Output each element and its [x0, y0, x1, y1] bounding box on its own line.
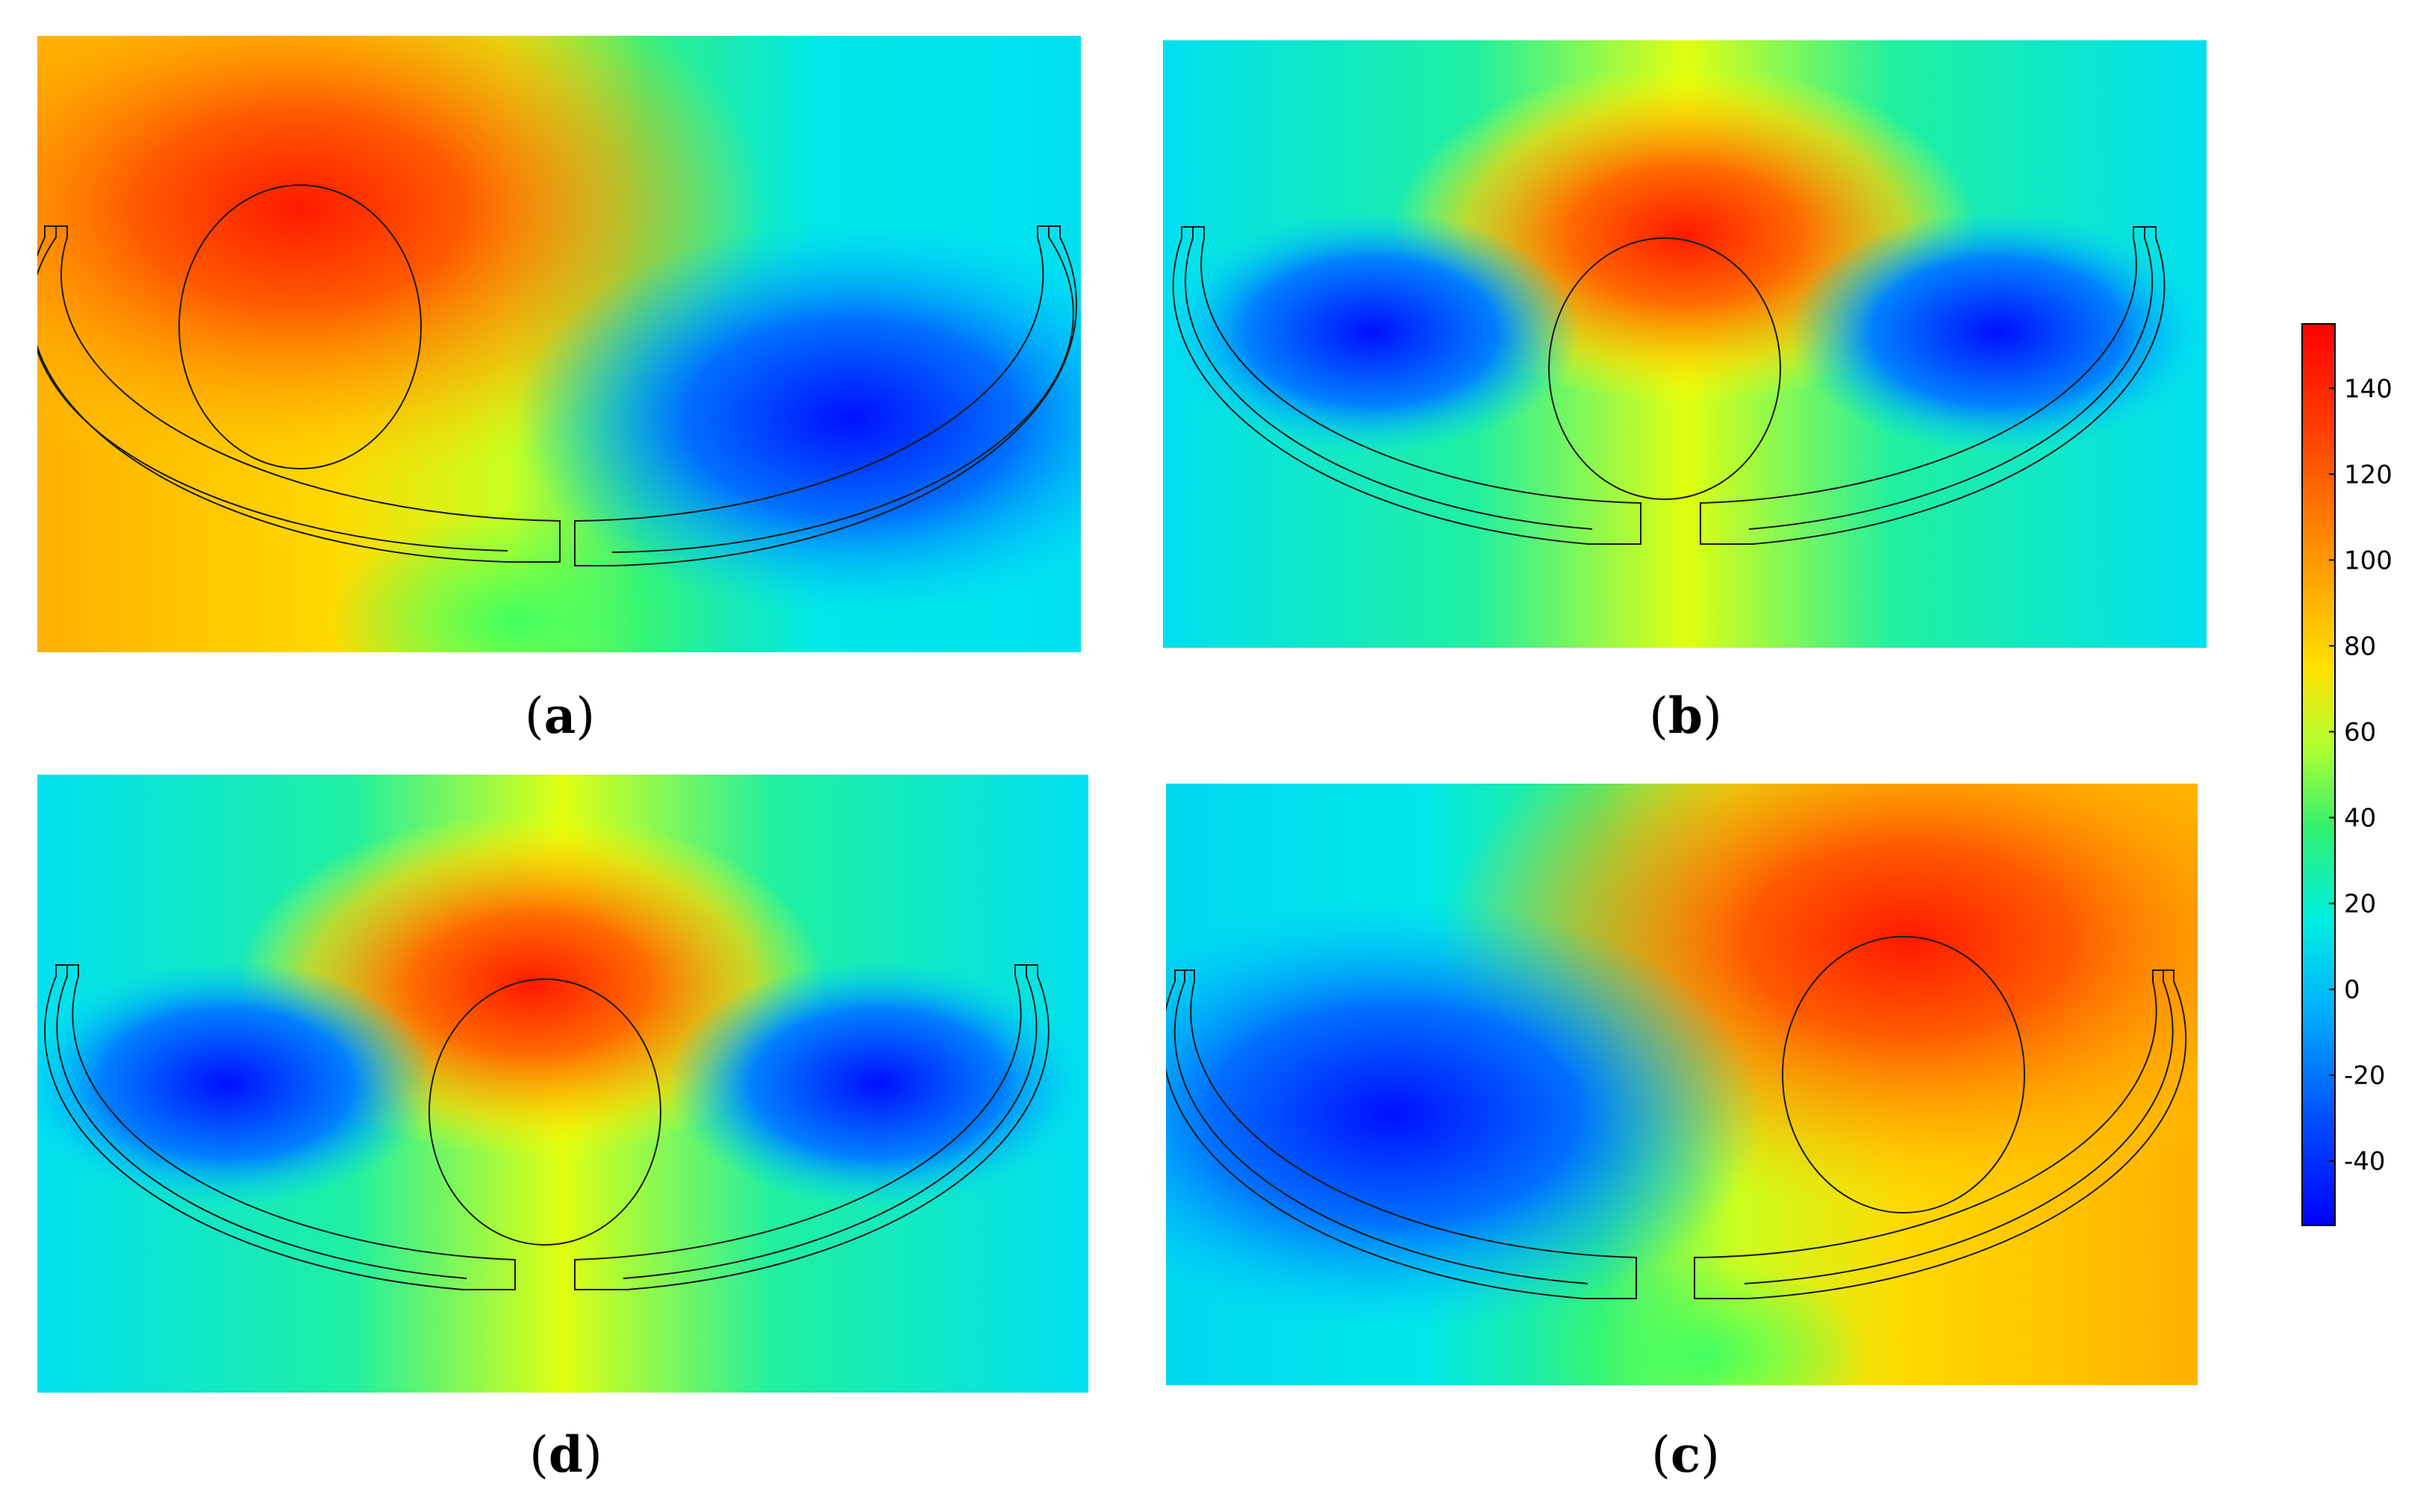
right-shell — [1700, 226, 2166, 545]
target-ellipse — [1548, 237, 1781, 500]
panel-label-b: (b) — [1649, 687, 1722, 745]
colorbar-tick-label: 0 — [2344, 975, 2360, 1005]
colorbar-tick-label: 120 — [2344, 460, 2392, 490]
colorbar-gradient — [2301, 323, 2336, 1226]
colorbar-tick-label: -20 — [2344, 1061, 2386, 1091]
field-plot-c — [1166, 784, 2198, 1385]
panel-c — [1166, 784, 2198, 1385]
panel-a — [37, 36, 1081, 652]
colorbar-tick-label: 40 — [2344, 804, 2376, 834]
left-shell — [44, 964, 516, 1290]
field-plot-d — [37, 775, 1088, 1393]
left-shell — [37, 225, 561, 563]
panel-label-c: (c) — [1651, 1425, 1720, 1484]
right-shell — [1694, 969, 2187, 1299]
left-shell — [1166, 969, 1637, 1299]
colorbar-ticks: 140 120 100 80 60 40 20 0 -20 -40 — [2329, 374, 2392, 1177]
colorbar-tick-label: 140 — [2344, 374, 2392, 404]
colorbar-tick-label: 60 — [2344, 717, 2376, 747]
panel-b — [1163, 40, 2207, 648]
electrode-outline — [1172, 226, 2166, 545]
panel-d — [37, 775, 1088, 1393]
colorbar-tick-label: 20 — [2344, 890, 2376, 919]
colorbar-tick-label: -40 — [2344, 1147, 2386, 1177]
target-ellipse — [1782, 936, 2025, 1213]
electrode-outline — [37, 184, 1078, 566]
panel-label-d: (d) — [529, 1425, 602, 1484]
colorbar-tick-label: 80 — [2344, 631, 2376, 661]
target-ellipse — [428, 978, 661, 1246]
colorbar: 140 120 100 80 60 40 20 0 -20 -40 — [2301, 323, 2392, 1226]
left-shell — [1172, 226, 1641, 545]
electrode-outline — [44, 964, 1050, 1290]
field-plot-a — [37, 36, 1081, 652]
right-shell — [574, 225, 1078, 566]
right-shell — [574, 964, 1050, 1290]
field-plot-b — [1163, 40, 2207, 648]
target-ellipse — [178, 184, 422, 469]
panel-label-a: (a) — [524, 687, 596, 745]
colorbar-tick-label: 100 — [2344, 546, 2392, 575]
electrode-outline — [1166, 936, 2187, 1299]
